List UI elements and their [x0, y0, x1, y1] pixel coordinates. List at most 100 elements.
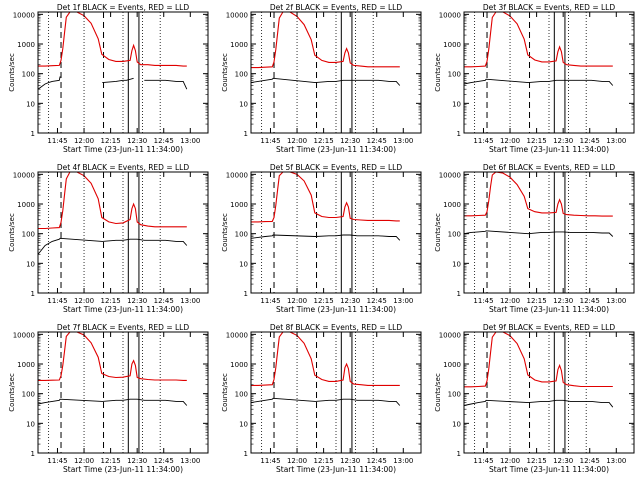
y-tick-label: 10000: [13, 331, 35, 339]
plot-frame: [250, 331, 422, 454]
x-tick-label: 12:45: [367, 297, 387, 305]
y-tick-label: 100: [448, 71, 461, 79]
panel-title: Det 1f BLACK = Events, RED = LLD: [57, 3, 190, 12]
series-line-lld: [464, 171, 613, 217]
panel-title: Det 9f BLACK = Events, RED = LLD: [483, 323, 616, 332]
y-axis-label: Counts/sec: [8, 373, 16, 412]
series-line-events: [463, 230, 614, 237]
x-tick-label: 12:30: [127, 137, 147, 145]
panel-det-7: 1 10 100 1000 10000 11:45 12:00 12:15 12:30 12:45…: [8, 323, 209, 474]
x-tick-label: 12:30: [340, 457, 360, 465]
plot-frame: [463, 331, 635, 454]
series-line-events: [250, 234, 401, 241]
series-line-events: [37, 398, 188, 406]
y-tick-label: 10: [239, 100, 248, 108]
series-line-lld: [38, 11, 187, 67]
series-line-lld: [464, 11, 613, 68]
plot-frame: [250, 171, 422, 294]
x-tick-label: 13:00: [606, 457, 626, 465]
x-tick-label: 12:15: [527, 457, 547, 465]
panel-det-4: 1 10 100 1000 10000 11:45 12:00 12:15 12:30 12:45…: [8, 163, 209, 314]
panel-title: Det 6f BLACK = Events, RED = LLD: [483, 163, 616, 172]
y-tick-label: 1000: [230, 201, 248, 209]
x-tick-label: 11:45: [47, 457, 67, 465]
y-tick-label: 1000: [17, 41, 35, 49]
x-tick-label: 12:00: [287, 137, 307, 145]
x-axis-label: Start Time (23-Jun-11 11:34:00): [63, 305, 183, 314]
y-tick-label: 10: [239, 420, 248, 428]
x-tick-label: 12:30: [127, 457, 147, 465]
x-tick-label: 12:30: [340, 137, 360, 145]
x-tick-label: 12:15: [527, 137, 547, 145]
y-tick-label: 10000: [13, 11, 35, 19]
y-tick-label: 100: [22, 71, 35, 79]
y-tick-label: 1: [244, 290, 248, 298]
x-tick-label: 12:00: [287, 297, 307, 305]
x-axis-label: Start Time (23-Jun-11 11:34:00): [489, 145, 609, 154]
y-axis-label: Counts/sec: [434, 213, 442, 252]
y-tick-label: 1000: [443, 41, 461, 49]
y-tick-label: 10: [26, 260, 35, 268]
panel-det-8: 1 10 100 1000 10000 11:45 12:00 12:15 12:30 12:45…: [221, 323, 422, 474]
panel-det-5: 1 10 100 1000 10000 11:45 12:00 12:15 12:30 12:45…: [221, 163, 422, 314]
y-tick-label: 1: [31, 450, 35, 458]
x-tick-label: 12:45: [580, 297, 600, 305]
x-tick-label: 11:45: [260, 457, 280, 465]
x-tick-label: 12:00: [74, 457, 94, 465]
y-tick-label: 10: [239, 260, 248, 268]
plot-frame: [37, 11, 209, 134]
y-tick-label: 1: [457, 130, 461, 138]
panel-title: Det 2f BLACK = Events, RED = LLD: [270, 3, 403, 12]
x-tick-label: 12:45: [367, 457, 387, 465]
x-axis-label: Start Time (23-Jun-11 11:34:00): [276, 145, 396, 154]
x-tick-label: 13:00: [393, 297, 413, 305]
y-tick-label: 100: [448, 391, 461, 399]
y-axis-label: Counts/sec: [221, 213, 229, 252]
x-tick-label: 12:45: [154, 137, 174, 145]
panel-det-9: 1 10 100 1000 10000 11:45 12:00 12:15 12:30 12:45…: [434, 323, 635, 474]
y-tick-label: 100: [235, 71, 248, 79]
x-tick-label: 12:15: [101, 297, 121, 305]
x-axis-label: Start Time (23-Jun-11 11:34:00): [489, 305, 609, 314]
y-tick-label: 10000: [13, 171, 35, 179]
x-tick-label: 11:45: [473, 297, 493, 305]
y-tick-label: 1000: [17, 361, 35, 369]
series-line-events: [250, 397, 401, 406]
y-tick-label: 100: [22, 231, 35, 239]
x-tick-label: 12:15: [314, 457, 334, 465]
x-tick-label: 11:45: [260, 137, 280, 145]
plot-frame: [37, 171, 209, 294]
series-line-lld: [464, 331, 613, 388]
panel-title: Det 5f BLACK = Events, RED = LLD: [270, 163, 403, 172]
x-tick-label: 12:30: [553, 457, 573, 465]
series-line-lld: [38, 171, 187, 230]
plot-frame: [463, 11, 635, 134]
y-tick-label: 10000: [439, 11, 461, 19]
x-tick-label: 12:15: [314, 137, 334, 145]
y-tick-label: 10: [26, 420, 35, 428]
panel-title: Det 8f BLACK = Events, RED = LLD: [270, 323, 403, 332]
y-axis-label: Counts/sec: [221, 53, 229, 92]
y-tick-label: 1: [244, 130, 248, 138]
x-tick-label: 13:00: [180, 297, 200, 305]
x-tick-label: 11:45: [473, 137, 493, 145]
x-axis-label: Start Time (23-Jun-11 11:34:00): [63, 465, 183, 474]
series-line-events: [250, 77, 401, 86]
plot-frame: [37, 331, 209, 454]
y-tick-label: 10: [452, 260, 461, 268]
y-tick-label: 10000: [226, 331, 248, 339]
series-line-lld: [251, 331, 400, 386]
plot-frame: [250, 11, 422, 134]
panel-det-3: 1 10 100 1000 10000 11:45 12:00 12:15 12:30 12:45…: [434, 3, 635, 154]
x-tick-label: 13:00: [180, 457, 200, 465]
y-tick-label: 1: [31, 290, 35, 298]
x-tick-label: 13:00: [180, 137, 200, 145]
x-tick-label: 12:15: [314, 297, 334, 305]
x-tick-label: 12:30: [127, 297, 147, 305]
series-line-lld: [38, 331, 187, 381]
x-tick-label: 13:00: [606, 297, 626, 305]
x-axis-label: Start Time (23-Jun-11 11:34:00): [276, 465, 396, 474]
y-tick-label: 1: [31, 130, 35, 138]
x-tick-label: 12:00: [74, 297, 94, 305]
